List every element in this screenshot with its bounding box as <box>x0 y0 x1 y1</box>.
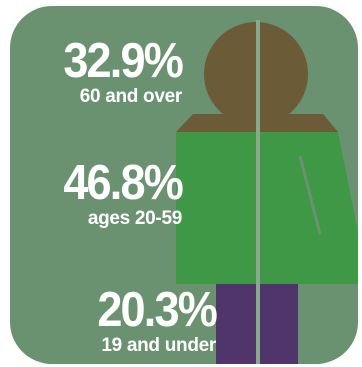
figure-torso-left-20-59 <box>176 132 258 284</box>
figure-leg-right-19-under <box>260 284 298 364</box>
stat-ages-20-59: 46.8% ages 20-59 <box>53 156 183 229</box>
stat-value-60-and-over: 32.9% <box>63 34 183 88</box>
stat-value-19-and-under: 20.3% <box>97 283 217 337</box>
infographic-card: 32.9% 60 and over 46.8% ages 20-59 20.3%… <box>10 6 358 364</box>
figure-skirt-band-20-59 <box>258 232 358 284</box>
figure-leg-left-19-under <box>216 284 256 364</box>
stat-60-and-over: 32.9% 60 and over <box>53 34 183 107</box>
stat-label-60-and-over: 60 and over <box>79 86 183 107</box>
stat-value-ages-20-59: 46.8% <box>63 156 183 210</box>
stat-label-ages-20-59: ages 20-59 <box>87 208 182 229</box>
figure-center-divider <box>256 20 260 364</box>
stat-19-and-under: 20.3% 19 and under <box>87 283 217 356</box>
stat-label-19-and-under: 19 and under <box>101 335 216 356</box>
person-figure <box>10 6 358 364</box>
figure-skirt-edge <box>298 155 322 235</box>
